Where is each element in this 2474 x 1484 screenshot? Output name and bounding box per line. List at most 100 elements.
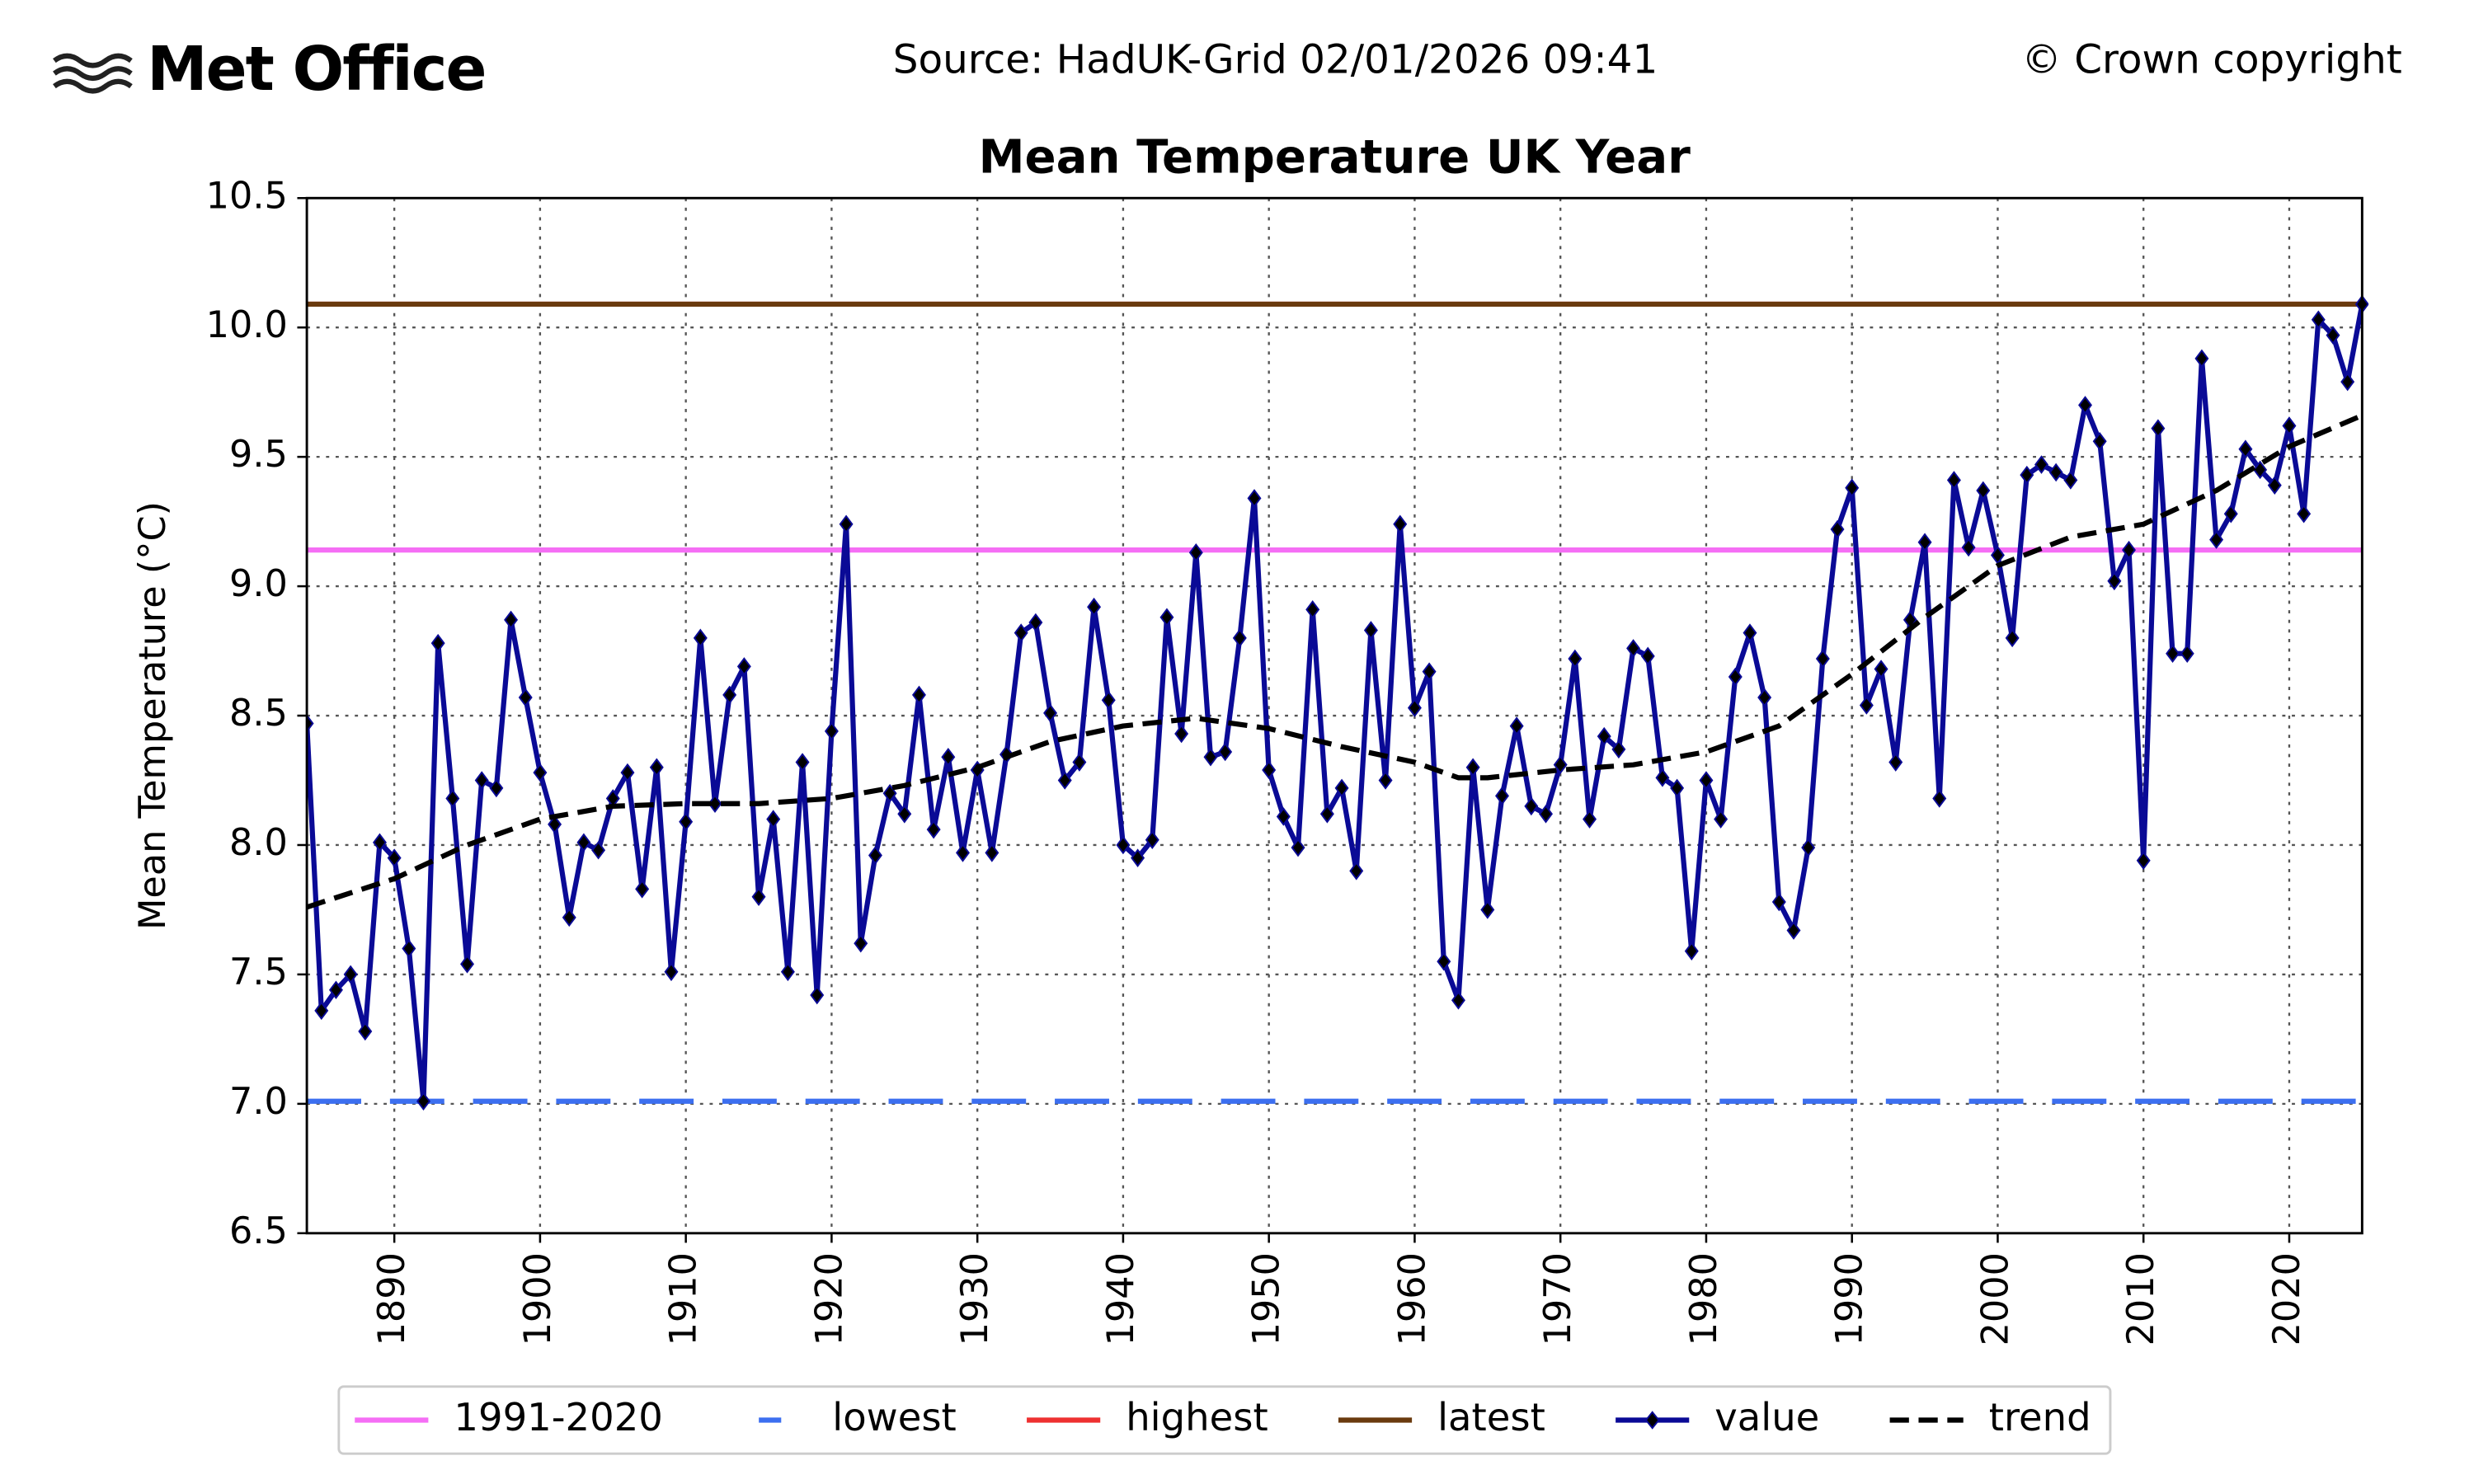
marker	[1014, 623, 1028, 642]
brand: Met Office	[147, 35, 485, 105]
marker	[1684, 942, 1699, 960]
marker	[2194, 349, 2209, 369]
marker	[1363, 621, 1378, 640]
plot-frame	[305, 196, 2363, 1235]
marker	[1262, 760, 1277, 780]
marker	[1043, 703, 1058, 723]
marker	[1626, 639, 1641, 658]
marker	[620, 763, 635, 782]
marker	[372, 833, 387, 852]
marker	[2340, 372, 2355, 392]
marker	[2151, 419, 2166, 438]
marker	[307, 714, 314, 733]
y-tick-label: 10.5	[206, 174, 288, 217]
legend-label: lowest	[832, 1395, 956, 1439]
marker	[314, 1001, 329, 1021]
marker	[693, 628, 708, 648]
series-line	[307, 303, 2365, 1104]
marker	[1728, 667, 1743, 687]
marker	[2063, 471, 2078, 490]
marker	[1714, 810, 1729, 829]
marker	[1640, 646, 1655, 666]
source: Source: HadUK-Grid 02/01/2026 09:41	[893, 37, 1658, 83]
marker	[926, 819, 941, 839]
marker	[1247, 489, 1262, 508]
marker	[1539, 805, 1553, 824]
marker	[1583, 810, 1597, 829]
legend-label: trend	[1989, 1395, 2091, 1439]
marker	[722, 685, 737, 705]
marker	[854, 933, 868, 953]
marker	[1145, 830, 1159, 849]
marker	[2223, 504, 2238, 524]
marker	[2282, 416, 2297, 435]
marker	[1699, 771, 1714, 790]
marker	[2326, 326, 2340, 345]
copyright: © Crown copyright	[2021, 37, 2401, 83]
marker	[1101, 690, 1116, 710]
marker	[2122, 540, 2137, 560]
marker	[897, 805, 912, 824]
marker	[1845, 478, 1860, 498]
marker	[1553, 755, 1568, 774]
marker	[1874, 660, 1888, 679]
marker	[402, 939, 416, 958]
marker	[430, 633, 445, 653]
legend-label: highest	[1126, 1395, 1268, 1439]
marker	[474, 771, 489, 790]
marker	[1116, 835, 1131, 855]
marker	[1932, 789, 1947, 808]
legend-label: value	[1714, 1395, 1819, 1439]
y-tick-label: 6.5	[229, 1209, 288, 1252]
marker	[2048, 463, 2063, 482]
marker	[2209, 530, 2224, 549]
marker	[1232, 628, 1247, 648]
marker	[328, 980, 343, 1000]
marker	[708, 794, 722, 814]
marker	[1888, 753, 1903, 772]
marker	[1057, 771, 1072, 790]
marker	[2020, 465, 2034, 485]
x-tick-label: 1930	[953, 1252, 996, 1345]
marker	[1815, 649, 1830, 669]
marker	[1859, 696, 1874, 715]
marker	[1319, 805, 1334, 824]
marker	[751, 887, 766, 907]
marker	[1291, 838, 1305, 857]
x-tick-label: 2010	[2119, 1252, 2162, 1345]
marker	[839, 514, 854, 534]
marker	[2005, 628, 2020, 648]
marker	[2166, 644, 2180, 663]
marker	[795, 753, 810, 772]
marker	[664, 962, 679, 982]
marker	[1218, 742, 1233, 762]
marker	[1976, 481, 1991, 500]
marker	[1509, 716, 1524, 735]
x-tick-label: 1990	[1828, 1252, 1871, 1345]
y-tick-label: 7.5	[229, 951, 288, 993]
x-tick-label: 1980	[1682, 1252, 1725, 1345]
y-tick-label: 10.0	[206, 303, 288, 346]
marker	[985, 843, 999, 862]
marker	[2297, 504, 2312, 524]
marker	[1334, 778, 1349, 798]
y-tick-label: 8.0	[229, 821, 288, 864]
marker	[1451, 991, 1465, 1010]
marker	[1597, 726, 1611, 746]
x-tick-label: 1910	[662, 1252, 705, 1345]
marker	[1946, 471, 1961, 490]
marker	[533, 763, 548, 782]
marker	[868, 846, 882, 865]
marker	[1407, 698, 1422, 717]
marker	[1276, 807, 1291, 826]
legend-label: latest	[1437, 1395, 1545, 1439]
marker	[1655, 768, 1670, 787]
marker	[460, 955, 475, 974]
marker	[489, 778, 504, 798]
marker	[1757, 688, 1772, 707]
marker	[358, 1021, 373, 1041]
x-tick-label: 1970	[1536, 1252, 1579, 1345]
legend: 1991-2020 lowest highest latest value trend	[337, 1385, 2112, 1455]
marker	[941, 747, 956, 767]
